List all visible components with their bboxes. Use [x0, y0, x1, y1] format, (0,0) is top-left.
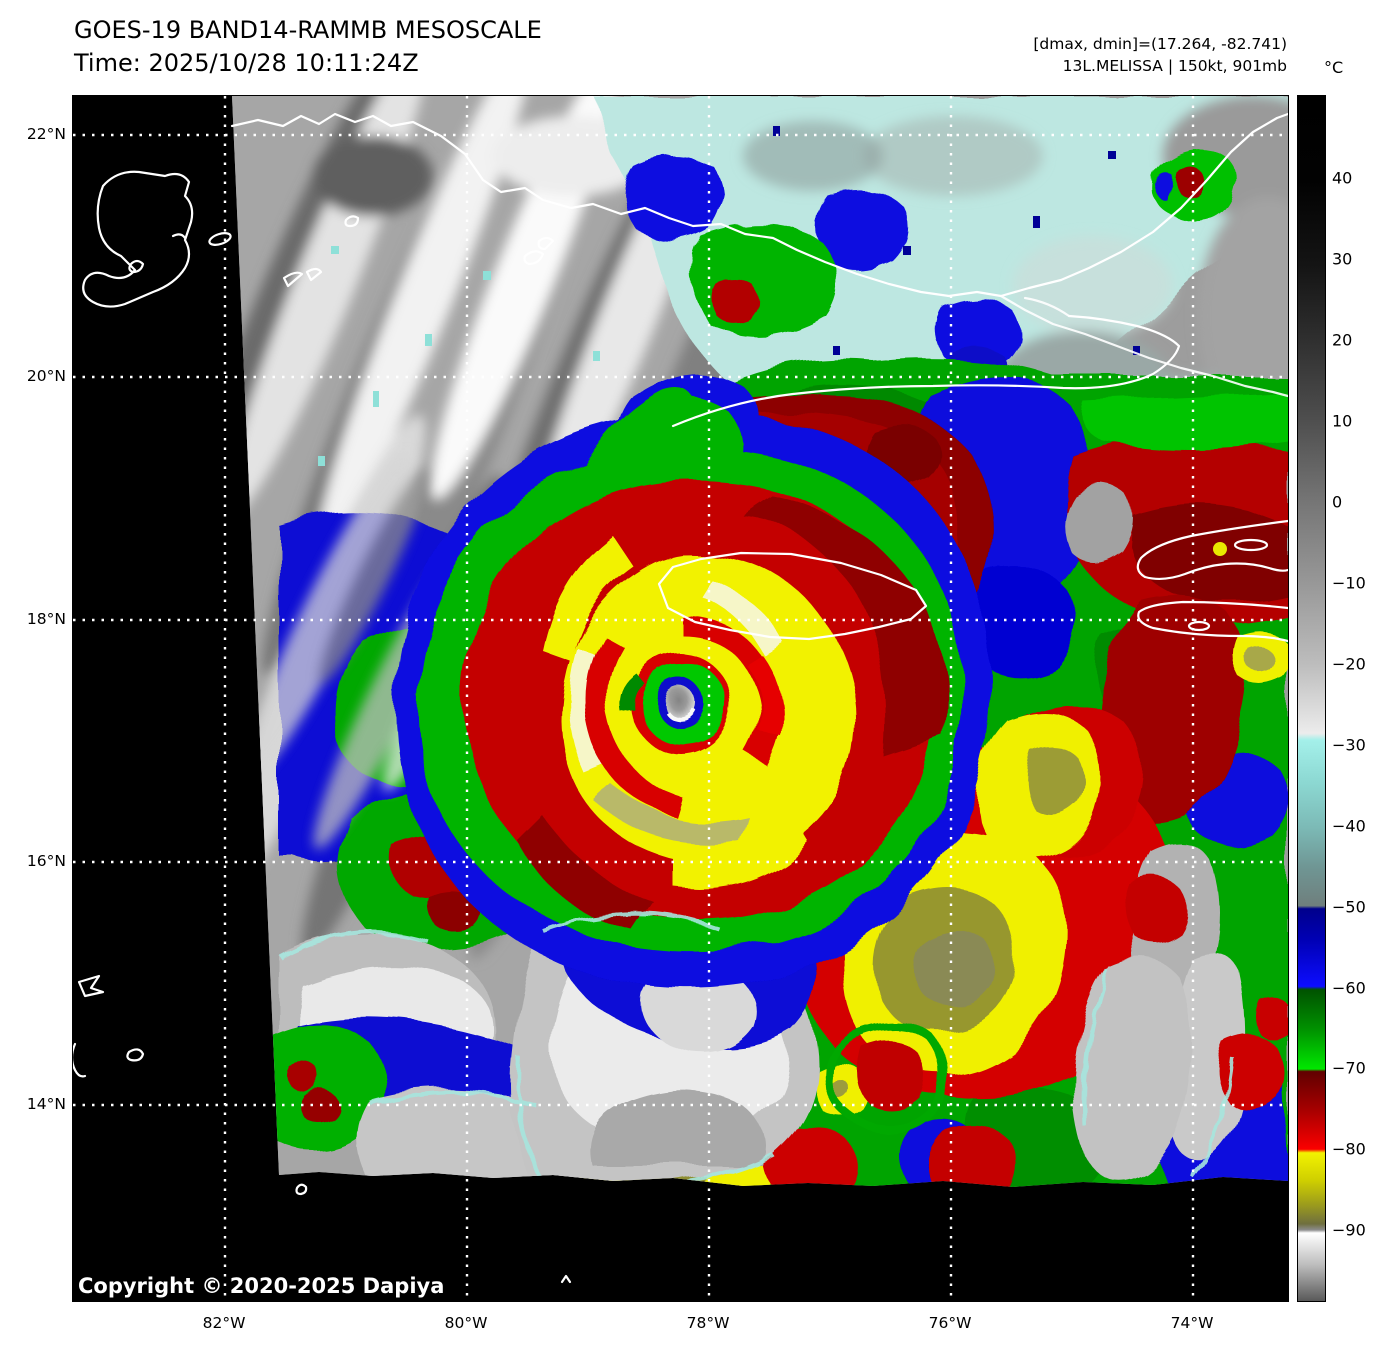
- colorbar-tick: 40: [1332, 168, 1353, 188]
- lon-label: 76°W: [928, 1314, 972, 1332]
- dmax-dmin-annotation: [dmax, dmin]=(17.264, -82.741): [1033, 35, 1287, 53]
- coastlines: [73, 112, 1288, 1284]
- lat-label: 18°N: [26, 610, 66, 628]
- storm-annotation: 13L.MELISSA | 150kt, 901mb: [1062, 57, 1287, 75]
- colorbar-tick: −70: [1332, 1058, 1366, 1078]
- lat-label: 20°N: [26, 367, 66, 385]
- lon-label: 80°W: [444, 1314, 488, 1332]
- colorbar-tick: 30: [1332, 249, 1353, 269]
- colorbar-tick: −40: [1332, 816, 1366, 836]
- colorbar-unit: °C: [1324, 58, 1344, 77]
- lat-lon-gridlines: [73, 96, 1288, 1301]
- colorbar-tick: −50: [1332, 897, 1366, 917]
- lon-label: 78°W: [686, 1314, 730, 1332]
- lon-label: 82°W: [202, 1314, 246, 1332]
- lat-label: 22°N: [26, 125, 66, 143]
- colorbar-tick: −60: [1332, 978, 1366, 998]
- lon-label: 74°W: [1170, 1314, 1214, 1332]
- temperature-colorbar: [1297, 95, 1326, 1302]
- colorbar-tick: −80: [1332, 1139, 1366, 1159]
- page-title: GOES-19 BAND14-RAMMB MESOSCALE: [74, 16, 542, 44]
- colorbar-tick: 20: [1332, 330, 1353, 350]
- colorbar-tick: 10: [1332, 411, 1353, 431]
- colorbar-tick: 0: [1332, 492, 1343, 512]
- colorbar-tick: −20: [1332, 654, 1366, 674]
- colorbar-tick: −30: [1332, 735, 1366, 755]
- copyright-text: Copyright © 2020-2025 Dapiya: [78, 1274, 445, 1298]
- colorbar-tick: −10: [1332, 573, 1366, 593]
- satellite-map: [72, 95, 1289, 1302]
- satellite-imagery: [73, 96, 1288, 1301]
- lat-label: 16°N: [26, 852, 66, 870]
- lat-label: 14°N: [26, 1095, 66, 1113]
- timestamp: Time: 2025/10/28 10:11:24Z: [74, 49, 419, 77]
- colorbar-tick: −90: [1332, 1220, 1366, 1240]
